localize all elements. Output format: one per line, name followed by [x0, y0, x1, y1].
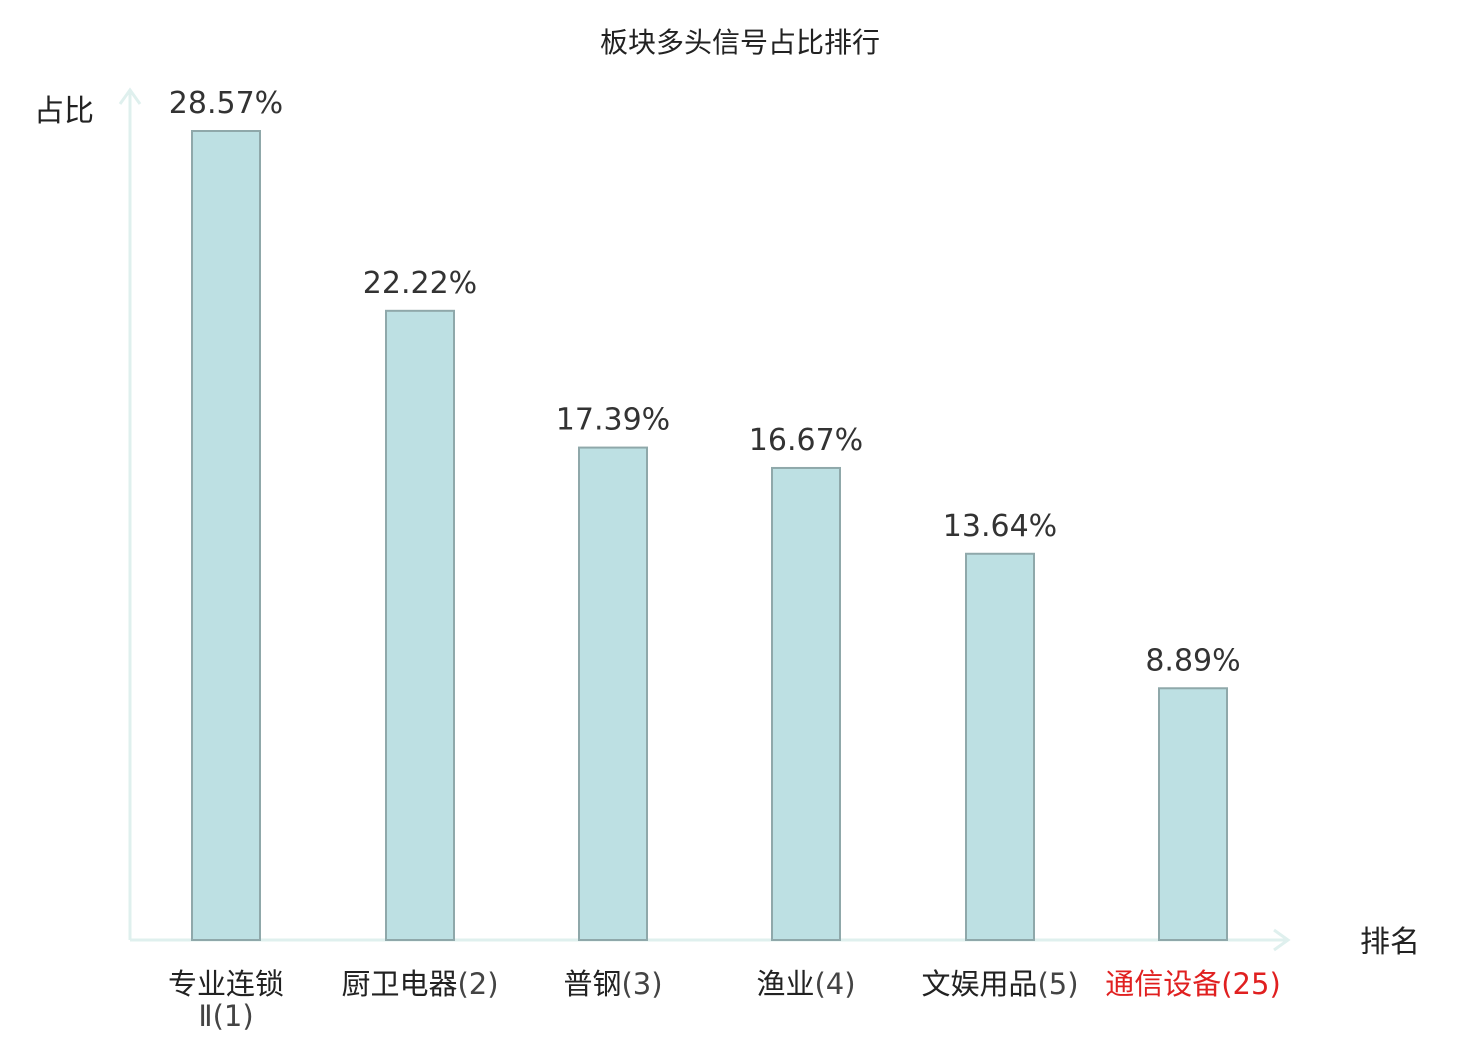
- bar-4: [771, 466, 841, 941]
- chart-title: 板块多头信号占比排行: [600, 26, 880, 59]
- category-label-6: 通信设备(25): [1105, 967, 1281, 1001]
- category-label-2: 厨卫电器(2): [341, 967, 498, 1001]
- bar-5: [965, 552, 1035, 941]
- bar-6: [1158, 687, 1228, 942]
- x-axis-arrow: [1273, 928, 1291, 952]
- category-label-4: 渔业(4): [756, 967, 855, 1001]
- category-labels: 专业连锁 Ⅱ(1) 厨卫电器(2) 普钢(3) 渔业(4) 文娱用品(5) 通信设备(25): [168, 967, 1281, 1033]
- y-axis-arrow: [118, 87, 142, 105]
- y-axis-label: 占比: [34, 94, 94, 129]
- value-labels: 28.57% 22.22% 17.39% 16.67% 13.64% 8.89%: [169, 86, 1241, 678]
- bar-series: [191, 130, 1228, 942]
- category-label-1: 专业连锁 Ⅱ(1): [168, 967, 284, 1033]
- value-label-1: 28.57%: [169, 86, 283, 121]
- value-label-5: 13.64%: [943, 509, 1057, 544]
- value-label-3: 17.39%: [556, 403, 670, 438]
- bar-2: [385, 309, 455, 941]
- category-label-5: 文娱用品(5): [921, 967, 1078, 1001]
- value-label-2: 22.22%: [363, 266, 477, 301]
- value-label-6: 8.89%: [1145, 643, 1240, 678]
- bar-1: [191, 130, 261, 941]
- bar-3: [578, 446, 648, 941]
- value-label-4: 16.67%: [749, 423, 863, 458]
- category-label-3: 普钢(3): [563, 967, 662, 1001]
- x-axis-label: 排名: [1360, 925, 1420, 960]
